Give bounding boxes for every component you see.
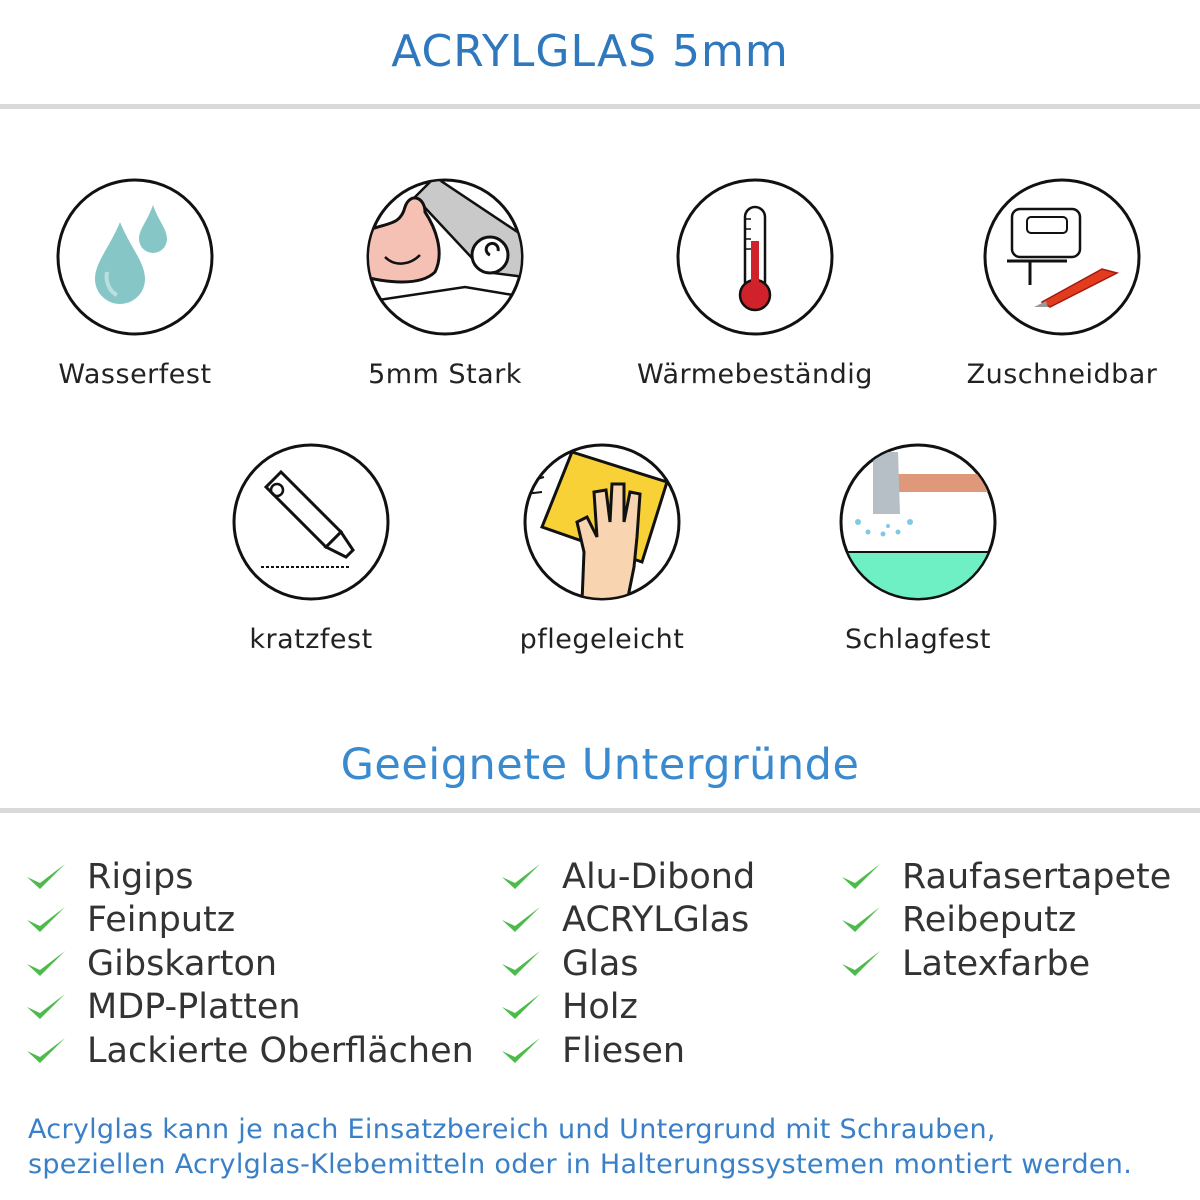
page-title: ACRYLGLAS 5mm [391, 26, 789, 77]
feature-label: Wasserfest [58, 359, 212, 390]
hammer-icon [839, 443, 997, 601]
feature-zuschneidbar: Zuschneidbar [912, 177, 1200, 390]
surfaces-title: Geeignete Untergründe [340, 740, 860, 790]
jigsaw-cutter-icon [983, 178, 1141, 336]
check-icon [27, 994, 65, 1020]
check-icon [502, 994, 540, 1020]
check-icon [27, 863, 65, 889]
water-drops-icon [56, 178, 214, 336]
surface-item: Rigips [25, 855, 474, 899]
feature-label: kratzfest [249, 624, 373, 655]
surface-item: Glas [500, 942, 755, 986]
feature-label: 5mm Stark [368, 359, 522, 390]
mounting-note-line: Acrylglas kann je nach Einsatzbereich un… [28, 1114, 996, 1145]
surface-label: Feinputz [87, 900, 236, 941]
feature-label: Zuschneidbar [966, 359, 1158, 390]
surface-label: Reibeputz [902, 900, 1077, 941]
surface-label: MDP-Platten [87, 987, 301, 1028]
surface-item: Gibskarton [25, 942, 474, 986]
surface-label: Rigips [87, 856, 194, 897]
surface-item: Alu-Dibond [500, 855, 755, 899]
mounting-note-line: speziellen Acrylglas-Klebemitteln oder i… [28, 1149, 1133, 1180]
surface-column: Alu-Dibond ACRYLGlas Glas Holz Fliesen [500, 855, 755, 1073]
surface-label: ACRYLGlas [562, 900, 750, 941]
feature-kratzfest: kratzfest [161, 442, 461, 655]
cleaning-hand-icon [523, 443, 681, 601]
surface-column: Rigips Feinputz Gibskarton MDP-Platten Lacki… [25, 855, 474, 1073]
surface-item: ACRYLGlas [500, 899, 755, 943]
surface-label: Raufasertapete [902, 856, 1172, 897]
surface-item: Fliesen [500, 1029, 755, 1073]
surface-label: Fliesen [562, 1030, 686, 1071]
surface-label: Latexfarbe [902, 943, 1091, 984]
check-icon [502, 1037, 540, 1063]
check-icon [502, 863, 540, 889]
feature-label: Schlagfest [844, 624, 992, 655]
feature-wasserfest: Wasserfest [0, 177, 285, 390]
strong-arm-icon [366, 178, 524, 336]
surface-item: Reibeputz [840, 899, 1171, 943]
surface-label: Gibskarton [87, 943, 278, 984]
surface-column: Raufasertapete Reibeputz Latexfarbe [840, 855, 1171, 986]
check-icon [842, 863, 880, 889]
check-icon [27, 950, 65, 976]
check-icon [842, 907, 880, 933]
surface-label: Holz [562, 987, 638, 1028]
feature-5mm-stark: 5mm Stark [295, 177, 595, 390]
divider [0, 808, 1200, 813]
surface-label: Glas [562, 943, 639, 984]
feature-label: Wärmebeständig [637, 359, 873, 390]
check-icon [27, 1037, 65, 1063]
divider [0, 104, 1200, 109]
utility-knife-icon [232, 443, 390, 601]
surface-item: Lackierte Oberflächen [25, 1029, 474, 1073]
surface-item: Holz [500, 986, 755, 1030]
mounting-note: Acrylglas kann je nach Einsatzbereich un… [28, 1112, 1132, 1182]
check-icon [502, 907, 540, 933]
feature-waermebestaendig: Wärmebeständig [605, 177, 905, 390]
surface-item: Raufasertapete [840, 855, 1171, 899]
surface-label: Alu-Dibond [562, 856, 756, 897]
surface-item: MDP-Platten [25, 986, 474, 1030]
surface-item: Feinputz [25, 899, 474, 943]
check-icon [27, 907, 65, 933]
surface-label: Lackierte Oberflächen [87, 1030, 474, 1071]
thermometer-icon [676, 178, 834, 336]
check-icon [502, 950, 540, 976]
feature-schlagfest: Schlagfest [768, 442, 1068, 655]
check-icon [842, 950, 880, 976]
surface-item: Latexfarbe [840, 942, 1171, 986]
feature-label: pflegeleicht [519, 624, 685, 655]
feature-pflegeleicht: pflegeleicht [452, 442, 752, 655]
